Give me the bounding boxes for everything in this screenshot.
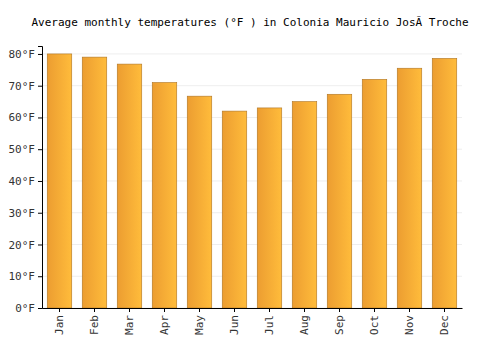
x-tick-label: Oct xyxy=(368,315,381,335)
x-axis-line xyxy=(43,308,463,309)
x-tick-label: Jan xyxy=(53,315,66,335)
y-tick-label: 60°F xyxy=(9,111,36,124)
x-tick-mark xyxy=(129,308,130,312)
x-tick: Nov xyxy=(403,308,416,335)
x-tick-label: Nov xyxy=(403,315,416,335)
x-tick-mark xyxy=(234,308,235,312)
y-tick: 20°F xyxy=(9,239,43,252)
x-tick: Jul xyxy=(263,308,276,335)
x-tick: Oct xyxy=(368,308,381,335)
bars xyxy=(47,54,457,308)
x-tick-mark xyxy=(269,308,270,312)
x-tick-label: Apr xyxy=(158,315,171,335)
bar xyxy=(152,83,177,308)
x-tick-mark xyxy=(409,308,410,312)
x-axis: Jan Feb Mar Apr May Jun Jul Aug Sep Oct Nov Dec xyxy=(43,308,463,335)
bar xyxy=(222,111,247,308)
x-tick: Jun xyxy=(228,308,241,335)
y-tick: 80°F xyxy=(9,48,43,61)
y-axis: 0°F 10°F 20°F 30°F 40°F 50°F 60°F 70°F 80°F xyxy=(9,47,43,316)
y-tick-label: 70°F xyxy=(9,80,36,93)
y-tick: 0°F xyxy=(15,302,42,315)
x-tick: Aug xyxy=(298,308,311,335)
bar xyxy=(257,108,282,308)
bar xyxy=(117,64,142,308)
y-tick-label: 0°F xyxy=(15,302,35,315)
bar xyxy=(292,102,317,308)
y-tick-label: 40°F xyxy=(9,175,36,188)
y-tick: 60°F xyxy=(9,111,43,124)
x-tick-mark xyxy=(339,308,340,312)
x-tick-label: Jul xyxy=(263,315,276,335)
y-tick-mark xyxy=(38,54,42,55)
bar xyxy=(82,57,107,308)
y-tick-mark xyxy=(38,244,42,245)
x-tick-label: May xyxy=(193,315,206,335)
y-tick-label: 10°F xyxy=(9,270,36,283)
x-tick-mark xyxy=(374,308,375,312)
y-tick-mark xyxy=(38,308,42,309)
y-tick-label: 30°F xyxy=(9,207,36,220)
y-axis-line xyxy=(38,47,43,309)
x-tick-mark xyxy=(444,308,445,312)
y-tick-mark xyxy=(38,149,42,150)
x-tick-label: Sep xyxy=(333,315,346,335)
x-tick: Dec xyxy=(438,308,451,335)
x-tick: Jan xyxy=(53,308,66,335)
y-tick: 70°F xyxy=(9,80,43,93)
grid-line xyxy=(42,53,462,54)
x-tick: Mar xyxy=(123,308,136,335)
bar xyxy=(432,58,457,308)
x-tick-label: Mar xyxy=(123,315,136,335)
bar xyxy=(362,79,387,308)
y-tick-label: 80°F xyxy=(9,48,36,61)
x-tick-mark xyxy=(199,308,200,312)
y-tick: 50°F xyxy=(9,143,43,156)
y-tick-mark xyxy=(38,117,42,118)
x-tick-mark xyxy=(94,308,95,312)
bar xyxy=(187,96,212,308)
title: Average monthly temperatures (°F ) in Co… xyxy=(31,16,468,29)
x-tick: Apr xyxy=(158,308,171,335)
y-tick-mark xyxy=(38,181,42,182)
bar xyxy=(327,94,352,308)
x-tick-label: Aug xyxy=(298,315,311,335)
x-tick: Sep xyxy=(333,308,346,335)
plot: 0°F 10°F 20°F 30°F 40°F 50°F 60°F 70°F 80°F Jan Fe… xyxy=(9,47,463,335)
grid xyxy=(42,54,462,308)
x-tick-label: Dec xyxy=(438,315,451,335)
chart: Average monthly temperatures (°F ) in Co… xyxy=(0,0,500,350)
bar xyxy=(397,68,422,308)
bar xyxy=(47,54,72,308)
y-tick-mark xyxy=(38,86,42,87)
x-tick-mark xyxy=(304,308,305,312)
y-tick-mark xyxy=(38,276,42,277)
y-tick: 30°F xyxy=(9,207,43,220)
y-tick: 40°F xyxy=(9,175,43,188)
x-tick-label: Jun xyxy=(228,315,241,335)
x-tick-mark xyxy=(59,308,60,312)
y-tick: 10°F xyxy=(9,270,43,283)
x-tick: Feb xyxy=(88,308,101,335)
x-tick-label: Feb xyxy=(88,315,101,335)
y-tick-label: 50°F xyxy=(9,143,36,156)
y-tick-label: 20°F xyxy=(9,239,36,252)
x-tick: May xyxy=(193,308,206,335)
y-tick-mark xyxy=(38,213,42,214)
x-tick-mark xyxy=(164,308,165,312)
